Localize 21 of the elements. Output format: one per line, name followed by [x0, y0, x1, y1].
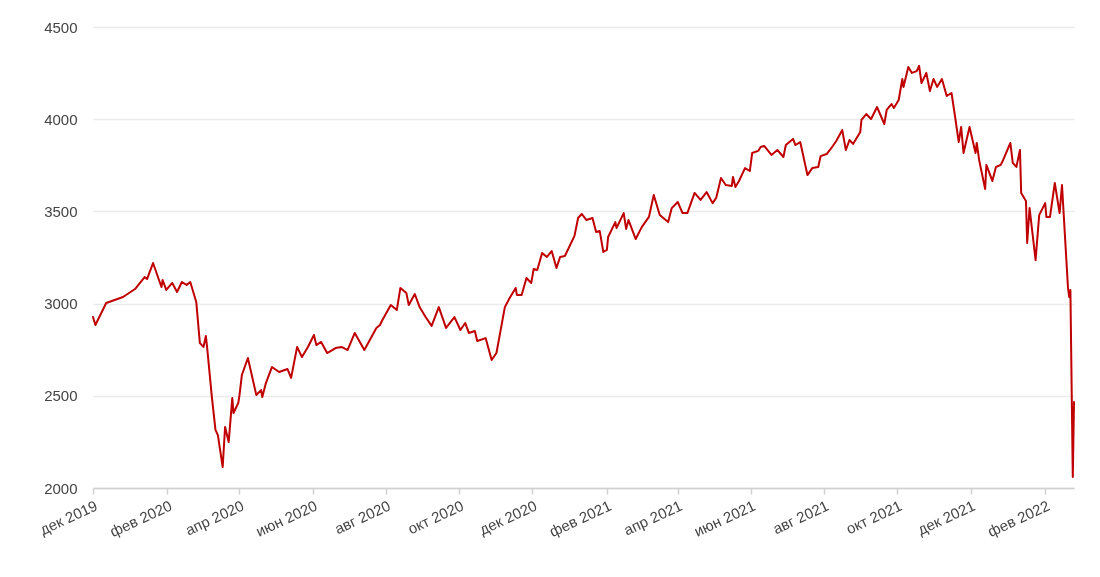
x-tick-label: июн 2020 [253, 496, 320, 540]
y-tick-label: 3000 [44, 295, 78, 313]
x-tick-label: авг 2021 [770, 496, 832, 538]
x-tick-label: фев 2021 [546, 496, 614, 541]
x-tick-label: фев 2022 [984, 496, 1053, 541]
x-tick-label: окт 2020 [404, 496, 467, 538]
x-tick-label: авг 2020 [331, 496, 393, 538]
x-tick-label: апр 2021 [620, 496, 685, 539]
x-tick-label: дек 2019 [37, 496, 100, 538]
line-series [92, 64, 1075, 478]
x-tick-label: дек 2020 [476, 496, 540, 538]
y-tick-label: 4000 [44, 110, 78, 128]
y-tick-label: 3500 [44, 202, 78, 220]
x-tick-label: дек 2021 [914, 496, 978, 538]
x-tick-label: окт 2021 [843, 496, 905, 538]
y-tick-label: 2000 [44, 479, 78, 497]
y-tick-label: 4500 [44, 18, 78, 36]
x-tick-label: апр 2020 [182, 496, 247, 539]
y-tick-label: 2500 [44, 387, 78, 405]
x-tick-label: фев 2020 [107, 496, 175, 541]
x-tick-label: июн 2021 [691, 496, 758, 540]
